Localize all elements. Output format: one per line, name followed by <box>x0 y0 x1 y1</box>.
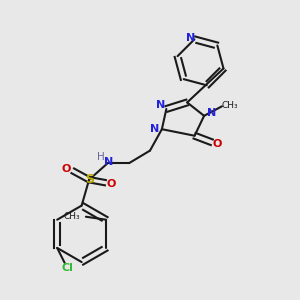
Text: O: O <box>212 139 222 149</box>
Text: O: O <box>61 164 71 174</box>
Text: N: N <box>186 33 195 43</box>
Text: N: N <box>150 124 159 134</box>
Text: N: N <box>156 100 165 110</box>
Text: S: S <box>85 172 94 186</box>
Text: CH₃: CH₃ <box>64 212 80 220</box>
Text: O: O <box>107 179 116 190</box>
Text: H: H <box>98 152 105 162</box>
Text: N: N <box>104 158 113 167</box>
Text: CH₃: CH₃ <box>222 100 238 109</box>
Text: N: N <box>207 108 216 118</box>
Text: Cl: Cl <box>61 262 73 273</box>
